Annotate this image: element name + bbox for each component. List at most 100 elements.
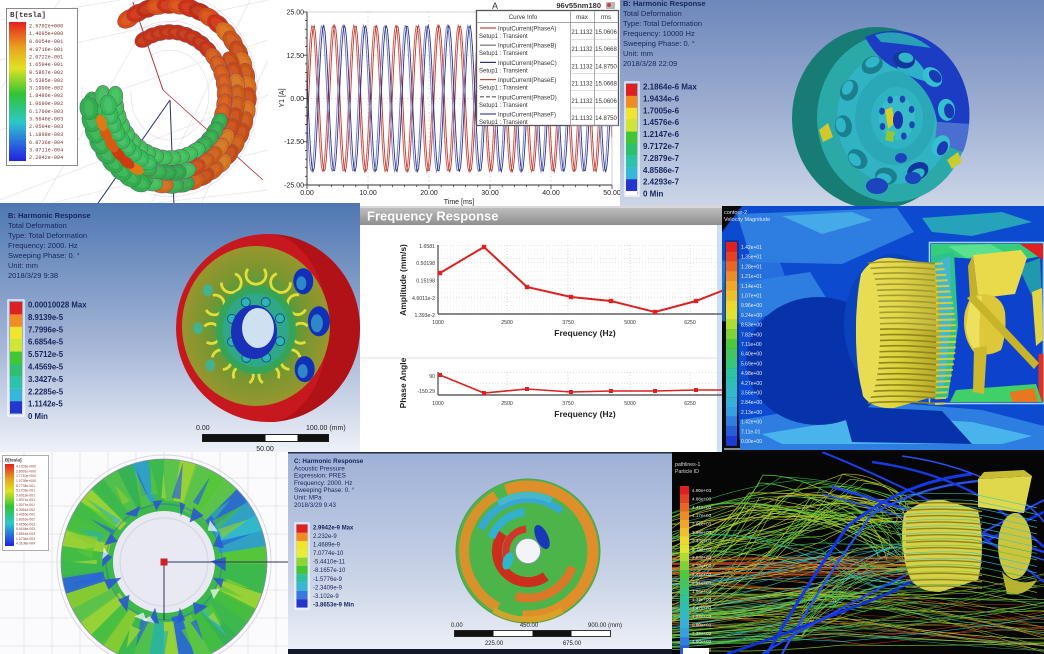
svg-text:21.1132: 21.1132: [571, 64, 593, 70]
svg-text:21.1132: 21.1132: [571, 82, 593, 88]
svg-text:4.41e+03: 4.41e+03: [692, 505, 712, 510]
svg-text:max: max: [576, 14, 589, 21]
svg-text:2.2285e-5: 2.2285e-5: [28, 387, 64, 396]
svg-text:-3.8653e-9 Min: -3.8653e-9 Min: [313, 602, 354, 608]
svg-text:2.8514e-003: 2.8514e-003: [16, 532, 35, 536]
svg-text:10.00: 10.00: [359, 190, 377, 197]
svg-text:1.14e+01: 1.14e+01: [741, 284, 762, 290]
svg-text:2.0594e-003: 2.0594e-003: [29, 124, 63, 130]
svg-text:Setup1 : Transient: Setup1 : Transient: [479, 103, 528, 109]
svg-text:3.3427e-5: 3.3427e-5: [28, 375, 64, 384]
svg-text:Unit: mm: Unit: mm: [8, 261, 38, 270]
svg-text:21.1132: 21.1132: [571, 30, 593, 36]
svg-text:Time [ms]: Time [ms]: [444, 199, 475, 206]
svg-text:2.45e+03: 2.45e+03: [692, 572, 712, 577]
svg-text:2.9942e-9 Max: 2.9942e-9 Max: [313, 526, 354, 532]
svg-text:1.42e+01: 1.42e+01: [741, 245, 762, 251]
svg-text:3.92e+03: 3.92e+03: [692, 522, 712, 527]
svg-text:1.9434e-6: 1.9434e-6: [643, 94, 680, 103]
svg-text:-12.50: -12.50: [284, 139, 304, 146]
svg-text:2.8091e+000: 2.8091e+000: [16, 469, 36, 473]
svg-text:Setup1 : Transient: Setup1 : Transient: [479, 34, 528, 40]
svg-text:90: 90: [429, 374, 435, 380]
svg-text:InputCurrent(PhaseD): InputCurrent(PhaseD): [498, 95, 557, 101]
svg-text:9.80e+02: 9.80e+02: [692, 622, 712, 627]
svg-text:1.4576e-6: 1.4576e-6: [643, 118, 680, 127]
svg-text:1.47e+03: 1.47e+03: [692, 606, 712, 611]
svg-text:2.21e+03: 2.21e+03: [692, 580, 712, 585]
svg-text:21.1132: 21.1132: [571, 99, 593, 105]
svg-text:-8.1657e-10: -8.1657e-10: [313, 568, 346, 574]
svg-text:1.6581: 1.6581: [419, 244, 435, 250]
svg-text:1.0739e+000: 1.0739e+000: [16, 479, 36, 483]
svg-text:6.8736e-004: 6.8736e-004: [29, 140, 63, 146]
svg-text:Amplitude (mm/s): Amplitude (mm/s): [398, 244, 408, 316]
svg-text:Frequency: 2000. Hz: Frequency: 2000. Hz: [8, 241, 78, 250]
svg-text:2018/3/28 22:09: 2018/3/28 22:09: [623, 59, 677, 68]
svg-text:14.8750: 14.8750: [595, 64, 617, 70]
svg-text:0.00: 0.00: [196, 425, 210, 432]
svg-text:2.232e-9: 2.232e-9: [313, 534, 337, 540]
svg-text:B: Harmonic Response: B: Harmonic Response: [623, 0, 706, 8]
svg-text:Frequency: 10000 Hz: Frequency: 10000 Hz: [623, 29, 695, 38]
svg-text:3750: 3750: [562, 401, 574, 407]
svg-text:40.00: 40.00: [542, 190, 560, 197]
svg-text:Frequency Response: Frequency Response: [367, 209, 499, 224]
svg-text:B[tesla]: B[tesla]: [10, 12, 46, 20]
svg-text:9.0156e-003: 9.0156e-003: [16, 522, 35, 526]
svg-text:3.43e+03: 3.43e+03: [692, 538, 712, 543]
svg-text:15.0606: 15.0606: [595, 30, 617, 36]
svg-text:6.6854e-5: 6.6854e-5: [28, 338, 64, 347]
svg-text:5.1703e-001: 5.1703e-001: [16, 489, 35, 493]
svg-text:3.19e+03: 3.19e+03: [692, 547, 712, 552]
svg-text:Sweeping Phase: 0. °: Sweeping Phase: 0. °: [294, 486, 355, 494]
svg-text:6.1700e-003: 6.1700e-003: [29, 109, 63, 115]
svg-text:Total Deformation: Total Deformation: [8, 221, 67, 230]
svg-text:2.4293e-7: 2.4293e-7: [643, 178, 680, 187]
svg-text:225.00: 225.00: [485, 641, 504, 647]
svg-text:1.23e+03: 1.23e+03: [692, 614, 712, 619]
svg-text:30.00: 30.00: [481, 190, 499, 197]
svg-text:InputCurrent(PhaseB): InputCurrent(PhaseB): [498, 44, 556, 50]
svg-text:5000: 5000: [624, 320, 636, 326]
svg-text:-5.4410e-11: -5.4410e-11: [313, 560, 346, 566]
svg-text:8.7734e-001: 8.7734e-001: [16, 484, 35, 488]
svg-text:-3.102e-9: -3.102e-9: [313, 594, 339, 600]
svg-text:Setup1 : Transient: Setup1 : Transient: [479, 86, 528, 92]
svg-text:8.6054e-001: 8.6054e-001: [29, 39, 63, 45]
svg-text:5.5385e-002: 5.5385e-002: [29, 78, 63, 84]
svg-text:3.5646e-003: 3.5646e-003: [29, 117, 63, 123]
svg-text:Unit: mm: Unit: mm: [623, 49, 653, 58]
svg-text:50.00: 50.00: [256, 446, 274, 452]
svg-text:4.17e+03: 4.17e+03: [692, 513, 712, 518]
svg-text:Setup1 : Transient: Setup1 : Transient: [479, 120, 528, 126]
svg-text:4.4569e-5: 4.4569e-5: [28, 363, 64, 372]
svg-text:Frequency: 2000. Hz: Frequency: 2000. Hz: [294, 480, 352, 487]
svg-text:4.90e+02: 4.90e+02: [692, 639, 712, 644]
svg-text:3.4316e-002: 3.4316e-002: [16, 513, 35, 517]
svg-text:2.84e+00: 2.84e+00: [741, 400, 762, 406]
svg-text:450.00: 450.00: [520, 623, 539, 629]
svg-text:0.00: 0.00: [451, 623, 463, 629]
svg-text:1.07e+01: 1.07e+01: [741, 294, 762, 300]
svg-text:2500: 2500: [501, 401, 513, 407]
svg-text:6250: 6250: [684, 401, 696, 407]
svg-text:2.2942e-004: 2.2942e-004: [29, 155, 63, 161]
svg-text:1.6594e-001: 1.6594e-001: [29, 62, 63, 68]
svg-text:2.0722e-001: 2.0722e-001: [29, 55, 63, 61]
svg-text:2.94e+03: 2.94e+03: [692, 555, 712, 560]
svg-text:5000: 5000: [624, 401, 636, 407]
svg-text:14.8750: 14.8750: [595, 116, 617, 122]
svg-text:3.56e+00: 3.56e+00: [741, 391, 762, 397]
svg-text:6.40e+00: 6.40e+00: [741, 352, 762, 358]
svg-text:4.1203e+000: 4.1203e+000: [16, 465, 36, 469]
svg-text:7.2879e-7: 7.2879e-7: [643, 154, 680, 163]
svg-text:9.24e+00: 9.24e+00: [741, 313, 762, 319]
svg-text:5.5712e-5: 5.5712e-5: [28, 350, 64, 359]
svg-text:B[tesla]: B[tesla]: [5, 458, 22, 463]
svg-text:3.1990e-002: 3.1990e-002: [29, 86, 63, 92]
svg-text:21.1132: 21.1132: [571, 47, 593, 53]
svg-text:Frequency (Hz): Frequency (Hz): [554, 328, 616, 338]
svg-text:4.90e+03: 4.90e+03: [692, 488, 712, 493]
svg-text:3.68e+03: 3.68e+03: [692, 530, 712, 535]
